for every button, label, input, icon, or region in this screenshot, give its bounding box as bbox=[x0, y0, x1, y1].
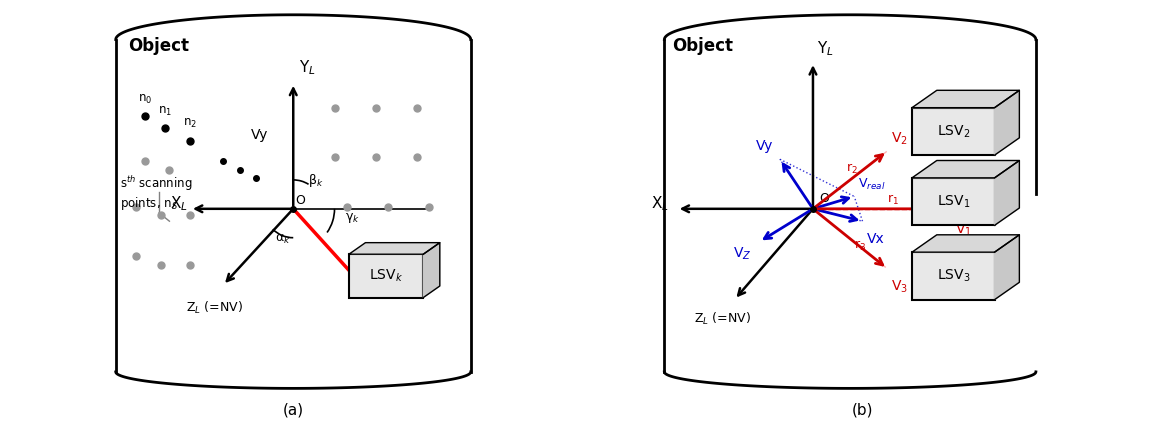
Text: LSV$_3$: LSV$_3$ bbox=[936, 268, 971, 284]
Text: V$_1$: V$_1$ bbox=[956, 221, 972, 238]
Text: LSV$_1$: LSV$_1$ bbox=[936, 194, 971, 210]
Text: Z$_L$ (=NV): Z$_L$ (=NV) bbox=[693, 311, 751, 327]
Polygon shape bbox=[912, 235, 1019, 252]
Text: V$_{real}$: V$_{real}$ bbox=[858, 177, 886, 192]
Text: (a): (a) bbox=[283, 402, 304, 417]
Text: s$^{th}$ scanning
points, n$_S$: s$^{th}$ scanning points, n$_S$ bbox=[120, 174, 192, 212]
Text: V$_2$: V$_2$ bbox=[891, 130, 908, 147]
Text: V$_Z$: V$_Z$ bbox=[733, 246, 751, 262]
Polygon shape bbox=[912, 90, 1019, 108]
Text: X$_L$: X$_L$ bbox=[651, 194, 668, 213]
Text: γ$_k$: γ$_k$ bbox=[345, 211, 360, 225]
Text: β$_k$: β$_k$ bbox=[308, 172, 323, 189]
Text: Vy: Vy bbox=[757, 139, 774, 153]
Text: Object: Object bbox=[673, 37, 734, 55]
Bar bbox=[912, 108, 995, 155]
Text: r$_1$: r$_1$ bbox=[888, 193, 899, 207]
Text: Object: Object bbox=[128, 37, 189, 55]
Bar bbox=[912, 178, 995, 225]
Bar bbox=[348, 254, 423, 298]
Text: LSV$_k$: LSV$_k$ bbox=[369, 268, 404, 284]
Text: LSV$_2$: LSV$_2$ bbox=[936, 123, 969, 140]
Text: Vy: Vy bbox=[251, 128, 268, 141]
Polygon shape bbox=[995, 160, 1019, 225]
Text: Vx: Vx bbox=[867, 231, 884, 246]
Text: r$_3$: r$_3$ bbox=[854, 239, 866, 253]
Text: X$_L$: X$_L$ bbox=[170, 194, 187, 213]
Text: (b): (b) bbox=[852, 402, 873, 417]
Polygon shape bbox=[423, 243, 439, 298]
Polygon shape bbox=[995, 235, 1019, 300]
Text: Z$_L$ (=NV): Z$_L$ (=NV) bbox=[186, 300, 244, 316]
Text: Y$_L$: Y$_L$ bbox=[299, 58, 316, 77]
Text: Y$_L$: Y$_L$ bbox=[818, 40, 834, 58]
Text: n$_0$: n$_0$ bbox=[138, 92, 152, 106]
Text: n$_2$: n$_2$ bbox=[183, 117, 197, 130]
Polygon shape bbox=[912, 160, 1019, 178]
Text: r$_2$: r$_2$ bbox=[846, 162, 858, 176]
Bar bbox=[912, 252, 995, 300]
Text: n$_1$: n$_1$ bbox=[159, 105, 172, 118]
Text: α$_k$: α$_k$ bbox=[275, 233, 291, 246]
Text: O: O bbox=[819, 192, 829, 205]
Text: O: O bbox=[296, 194, 305, 207]
Polygon shape bbox=[995, 90, 1019, 155]
Text: V$_3$: V$_3$ bbox=[891, 279, 908, 295]
Polygon shape bbox=[348, 243, 439, 254]
